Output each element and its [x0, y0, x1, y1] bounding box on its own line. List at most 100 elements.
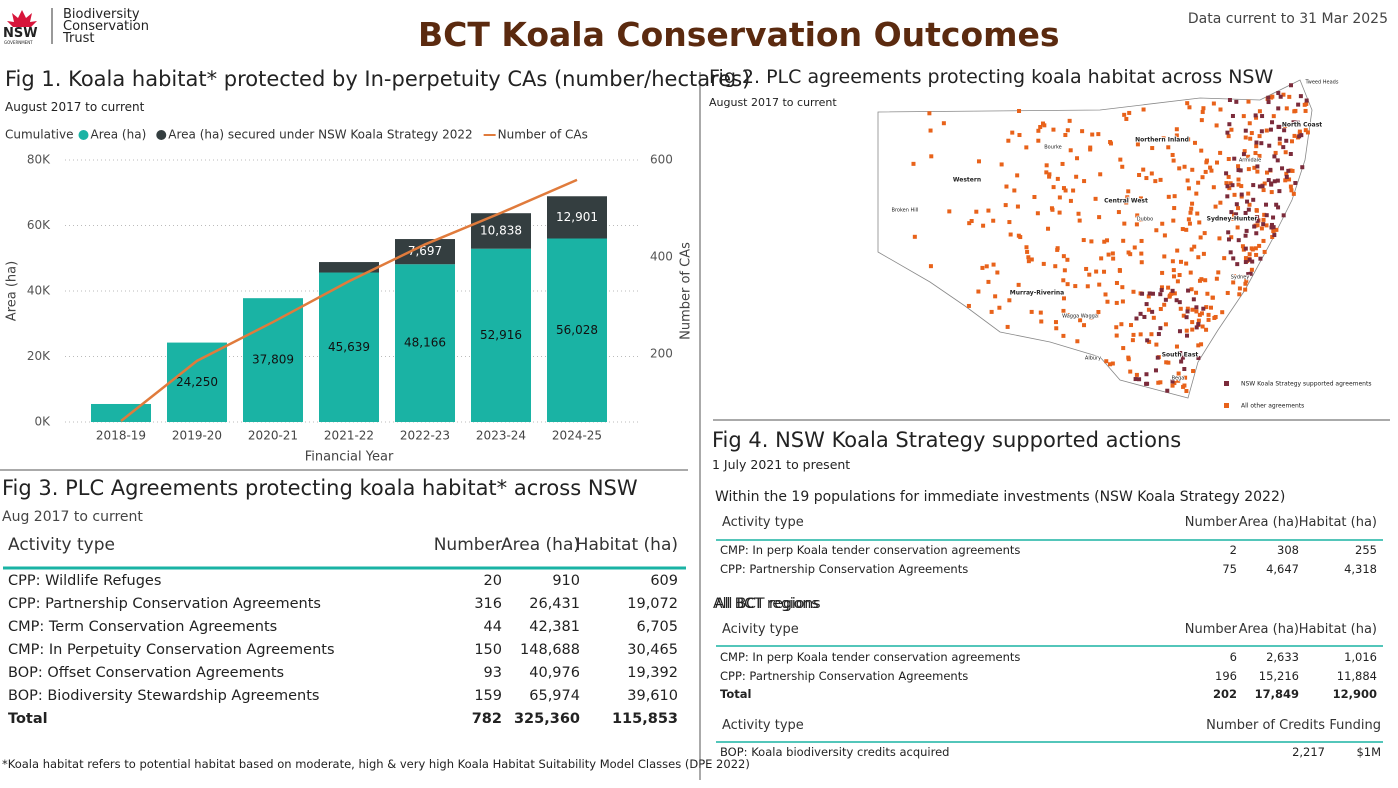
- map-dot: [1257, 109, 1262, 114]
- map-legend-swatch: [1224, 403, 1229, 408]
- map-dot: [1015, 173, 1020, 178]
- map-dot: [1244, 228, 1249, 233]
- map-dot: [1199, 342, 1204, 347]
- map-dot: [1175, 248, 1180, 253]
- map-dot: [1293, 181, 1298, 186]
- bar: [471, 248, 531, 422]
- map-dot: [1038, 310, 1043, 315]
- map-dot: [1232, 156, 1237, 161]
- map-dot: [1156, 380, 1161, 385]
- map-label: Central West: [1104, 198, 1148, 205]
- map-dot: [1158, 326, 1163, 331]
- map-dot: [1073, 284, 1078, 289]
- map-dot: [974, 209, 979, 214]
- map-legend-label: NSW Koala Strategy supported agreements: [1241, 381, 1371, 388]
- map-dot: [1268, 167, 1273, 172]
- column-header: Area (ha): [1238, 622, 1299, 637]
- table-cell: 2,217: [1292, 745, 1325, 759]
- map-dot: [1088, 145, 1093, 150]
- column-header: Habitat (ha): [1298, 622, 1377, 637]
- data-label: 24,250: [176, 375, 218, 389]
- table-cell: 39,610: [627, 688, 678, 704]
- map-dot: [1206, 317, 1211, 322]
- map-dot: [1238, 168, 1243, 173]
- map-dot: [1114, 280, 1119, 285]
- map-dot: [1084, 266, 1089, 271]
- map-title: Fig 2. PLC agreements protecting koala h…: [709, 66, 1274, 88]
- map-dot: [1185, 309, 1190, 314]
- map-dot: [1144, 176, 1149, 181]
- map-dot: [1197, 220, 1202, 225]
- x-tick-label: 2018-19: [96, 429, 146, 443]
- map-dot: [1226, 157, 1231, 162]
- map-dot: [1080, 129, 1085, 134]
- table-cell: 40,976: [529, 665, 580, 681]
- map-dot: [1008, 232, 1013, 237]
- column-header: Number: [1184, 515, 1237, 530]
- x-tick-label: 2023-24: [476, 429, 526, 443]
- map-dot: [1241, 152, 1246, 157]
- column-header: Acivity type: [722, 622, 799, 637]
- map-label: Western: [953, 177, 981, 184]
- map-dot: [1303, 128, 1308, 133]
- bar: [91, 403, 151, 422]
- map-dot: [1174, 344, 1179, 349]
- map-dot: [1054, 326, 1059, 331]
- map-dot: [1167, 293, 1172, 298]
- map-dot: [1078, 318, 1083, 323]
- map-dot: [1053, 264, 1058, 269]
- map-dot: [989, 309, 994, 314]
- map-dot: [1254, 252, 1259, 257]
- map-dot: [1121, 346, 1126, 351]
- map-dot: [1201, 251, 1206, 256]
- map-legend-swatch: [1224, 381, 1229, 386]
- map-dot: [1239, 184, 1244, 189]
- map-dot: [1124, 200, 1129, 205]
- map-dot: [1201, 106, 1206, 111]
- map-dot: [1243, 256, 1248, 261]
- map-dot: [1160, 221, 1165, 226]
- map-dot: [1199, 118, 1204, 123]
- map-dot: [1166, 360, 1171, 365]
- table-cell: 150: [474, 642, 502, 658]
- map-dot: [1142, 314, 1147, 319]
- map-dot: [1204, 305, 1209, 310]
- map-dot: [1252, 224, 1257, 229]
- map-dot: [1098, 172, 1103, 177]
- map-dot: [929, 154, 934, 159]
- x-tick-label: 2022-23: [400, 429, 450, 443]
- map-dot: [928, 264, 933, 269]
- map-label: Dubbo: [1137, 217, 1153, 223]
- map-dot: [1211, 101, 1216, 106]
- map-dot: [1184, 328, 1189, 333]
- map-dot: [1194, 290, 1199, 295]
- map-dot: [1122, 221, 1127, 226]
- map-dot: [1147, 291, 1152, 296]
- map-dot: [1090, 132, 1095, 137]
- map-dot: [1194, 305, 1199, 310]
- map-dot: [1131, 332, 1136, 337]
- map-dot: [1126, 250, 1131, 255]
- map-dot: [1261, 188, 1266, 193]
- chart-title: Fig 1. Koala habitat* protected by In-pe…: [5, 67, 751, 91]
- map-dot: [1160, 270, 1165, 275]
- map-dot: [1108, 140, 1113, 145]
- map-dot: [1297, 134, 1302, 139]
- table-cell: 19,072: [627, 596, 678, 612]
- map-dot: [1170, 259, 1175, 264]
- table-cell: BOP: Offset Conservation Agreements: [8, 665, 285, 681]
- map-dot: [1184, 389, 1189, 394]
- x-axis-title: Financial Year: [305, 450, 394, 465]
- y2-axis-title: Number of CAs: [679, 242, 694, 340]
- map-dot: [1062, 268, 1067, 273]
- map-dot: [1227, 98, 1232, 103]
- map-dot: [1149, 332, 1154, 337]
- map-dot: [986, 279, 991, 284]
- map-dot: [1195, 211, 1200, 216]
- table-cell: CMP: Term Conservation Agreements: [8, 619, 278, 635]
- map-dot: [997, 305, 1002, 310]
- map-dot: [927, 111, 932, 116]
- map-dot: [1270, 235, 1275, 240]
- map-dot: [1065, 312, 1070, 317]
